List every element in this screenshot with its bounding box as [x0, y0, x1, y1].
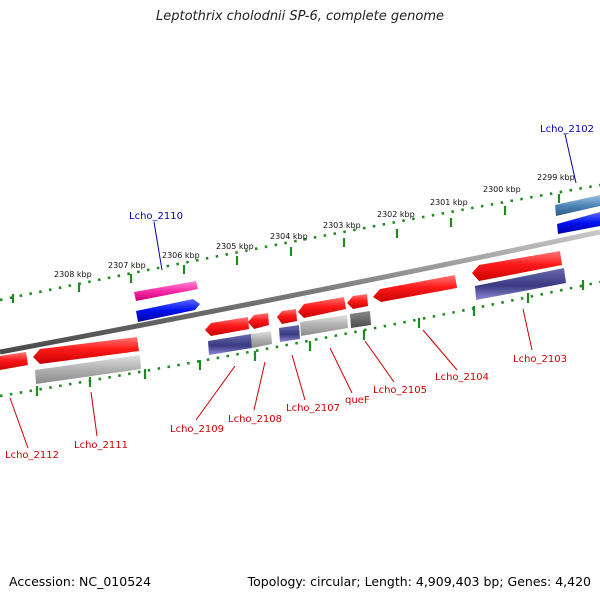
gene-lcho-2103-cog[interactable] [475, 268, 566, 300]
gene-lcho-2108-cds[interactable] [248, 313, 269, 329]
gene-quef-cog[interactable] [300, 315, 348, 336]
scale-tick-2300: 2300 kbp [483, 185, 521, 194]
genome-backbone [0, 229, 600, 355]
scale-tick-2307: 2307 kbp [108, 261, 146, 270]
label-lcho-2112: Lcho_2112 [5, 450, 59, 461]
label-lcho-2103: Lcho_2103 [513, 354, 567, 365]
gene-lcho-2107-cds[interactable] [277, 309, 297, 324]
gene-lcho-2109-cog[interactable] [208, 334, 252, 355]
gene-lcho-2105-cds[interactable] [347, 294, 368, 309]
gene-lcho-2108-cog[interactable] [251, 331, 272, 348]
gene-lcho-2102-cds[interactable] [555, 195, 600, 216]
scale-tick-2303: 2303 kbp [323, 221, 361, 230]
label-lcho-2107: Lcho_2107 [286, 403, 340, 414]
gene-lcho-2111-cds[interactable] [33, 337, 139, 364]
gene-lcho-2112-cds[interactable] [0, 352, 28, 370]
gene-lcho-2103-cds[interactable] [472, 251, 562, 281]
label-lcho-2109: Lcho_2109 [170, 424, 224, 435]
scale-tick-2305: 2305 kbp [216, 242, 254, 251]
accession-label: Accession: NC_010524 [9, 574, 152, 589]
scale-tick-2304: 2304 kbp [270, 232, 308, 241]
gene-lcho-2109-cds[interactable] [205, 317, 249, 336]
reverse-leader-lines [9, 308, 533, 449]
label-lcho-2102: Lcho_2102 [540, 124, 594, 135]
label-lcho-2105: Lcho_2105 [373, 385, 427, 396]
label-lcho-2104: Lcho_2104 [435, 372, 489, 383]
genome-summary-label: Topology: circular; Length: 4,909,403 bp… [247, 574, 591, 589]
scale-tick-2299: 2299 kbp [537, 173, 575, 182]
label-lcho-2108: Lcho_2108 [228, 414, 282, 425]
scale-tick-2301: 2301 kbp [430, 198, 468, 207]
gene-lcho-2111-cog[interactable] [35, 355, 141, 384]
gene-lcho-2110-cds[interactable] [134, 281, 198, 301]
label-quef: queF [345, 395, 370, 406]
gene-lcho-2102-cog[interactable] [557, 212, 600, 234]
inner-ring-major-ticks [35, 280, 585, 396]
scale-tick-2302: 2302 kbp [377, 210, 415, 219]
label-lcho-2110: Lcho_2110 [129, 211, 183, 222]
outer-ring-major-ticks [11, 194, 561, 303]
scale-tick-2308: 2308 kbp [54, 270, 92, 279]
scale-tick-2306: 2306 kbp [162, 251, 200, 260]
gene-lcho-2110-cog[interactable] [136, 299, 200, 322]
forward-strand-genes [134, 195, 600, 322]
reverse-strand-cog [35, 268, 566, 384]
gene-quef-cds[interactable] [298, 297, 346, 318]
gene-lcho-2107-cog[interactable] [279, 325, 300, 342]
reverse-strand-cds [0, 251, 562, 370]
gene-lcho-2104-cds[interactable] [373, 275, 457, 302]
gene-lcho-2105-cog[interactable] [350, 311, 371, 328]
label-lcho-2111: Lcho_2111 [74, 440, 128, 451]
map-title: Leptothrix cholodnii SP-6, complete geno… [156, 9, 444, 24]
forward-leader-lines [153, 133, 577, 271]
